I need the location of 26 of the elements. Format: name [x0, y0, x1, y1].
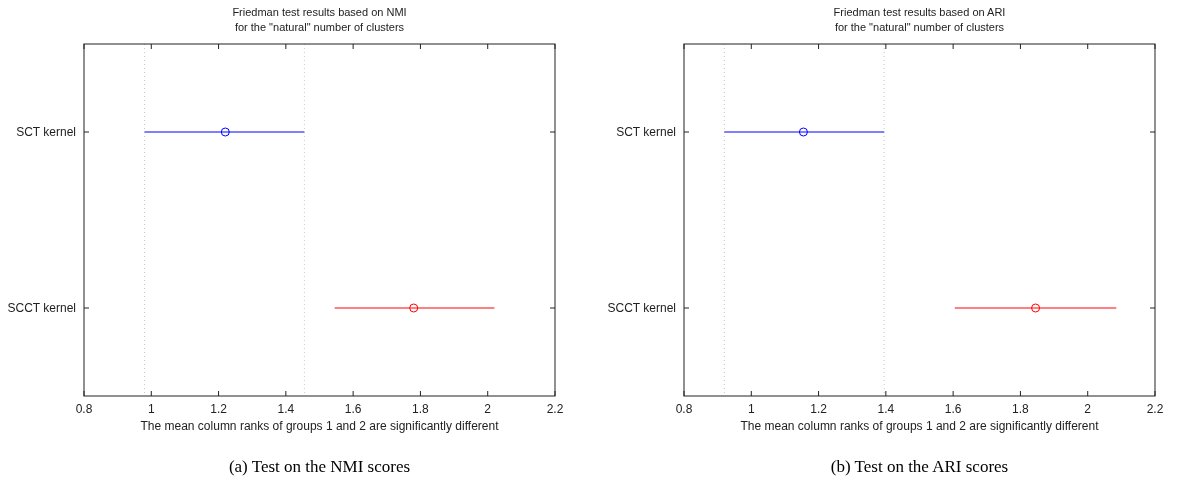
chart-title: Friedman test results based on NMI for the "natural" number of clusters [232, 6, 407, 33]
x-tick-label: 2 [1084, 402, 1092, 416]
x-axis-title: The mean column ranks of groups 1 and 2 are significantly different [140, 419, 500, 433]
text: (a) Test on the NMI scores [228, 457, 411, 476]
x-tick-label: 1.8 [412, 402, 430, 416]
x-tick-label: 1 [747, 402, 755, 416]
x-tick-label: 1.6 [344, 402, 362, 416]
x-tick-label: 1.8 [1012, 402, 1030, 416]
x-tick-label: 1 [147, 402, 155, 416]
x-tick-label: 0.8 [75, 402, 93, 416]
x-tick-label: 1.4 [877, 402, 895, 416]
x-tick-label: 1.4 [277, 402, 295, 416]
chart-title: Friedman test results based on ARI for the "natural" number of clusters [833, 6, 1006, 33]
x-tick-label: 2 [484, 402, 492, 416]
y-tick-label: SCT kernel [16, 125, 76, 139]
x-tick-label: 2.2 [1146, 402, 1164, 416]
y-tick-label: SCT kernel [616, 125, 676, 139]
y-tick-label: SCCT kernel [607, 301, 676, 315]
x-tick-label: 1.2 [210, 402, 228, 416]
x-tick-label: 1.2 [810, 402, 828, 416]
x-axis-title: The mean column ranks of groups 1 and 2 are significantly different [740, 419, 1100, 433]
x-tick-label: 1.6 [944, 402, 962, 416]
y-tick-label: SCCT kernel [7, 301, 76, 315]
x-tick-label: 0.8 [675, 402, 693, 416]
x-tick-label: 2.2 [546, 402, 564, 416]
text: (b) Test on the ARI scores [830, 457, 1009, 476]
